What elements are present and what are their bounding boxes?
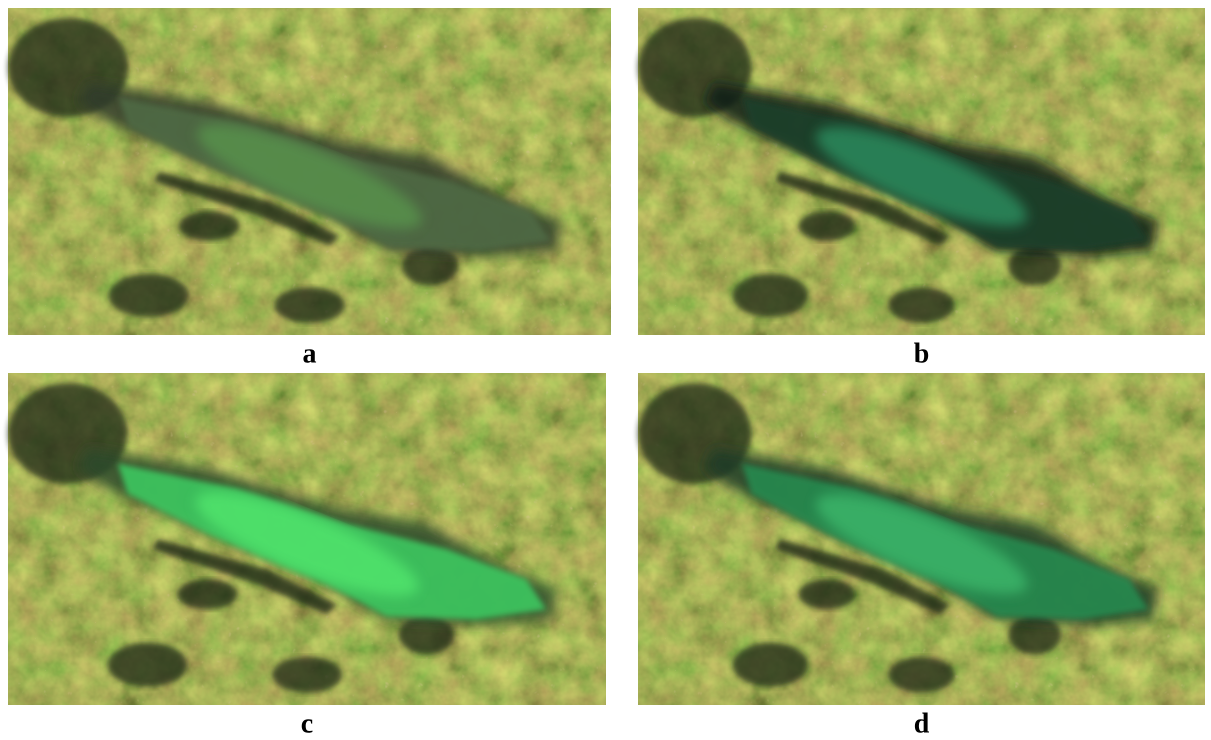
forest-patch bbox=[888, 657, 954, 693]
forest-patch bbox=[108, 643, 188, 687]
forest-patch bbox=[274, 287, 344, 323]
satellite-image bbox=[8, 8, 611, 335]
panel-label: c bbox=[301, 708, 313, 739]
forest-patch bbox=[733, 274, 809, 318]
figure: a b c d bbox=[0, 0, 1211, 740]
satellite-image bbox=[638, 8, 1205, 335]
forest-patch bbox=[888, 287, 954, 323]
page: abcd (() => { const data = JSON.parse(do… bbox=[0, 0, 1211, 740]
image-content bbox=[638, 8, 1205, 335]
forest-patch bbox=[109, 274, 189, 318]
satellite-image bbox=[8, 373, 606, 705]
image-content bbox=[8, 8, 611, 335]
image-content bbox=[638, 373, 1205, 705]
panel-label: a bbox=[303, 338, 317, 369]
forest-patch bbox=[272, 657, 342, 693]
panel-label: b bbox=[914, 338, 930, 369]
image-content bbox=[8, 373, 606, 705]
forest-patch bbox=[179, 211, 239, 241]
forest-patch bbox=[799, 211, 856, 241]
forest-patch bbox=[177, 579, 237, 609]
forest-patch bbox=[733, 643, 809, 687]
panel-label: d bbox=[914, 708, 930, 739]
forest-patch bbox=[799, 579, 856, 609]
satellite-image bbox=[638, 373, 1205, 705]
